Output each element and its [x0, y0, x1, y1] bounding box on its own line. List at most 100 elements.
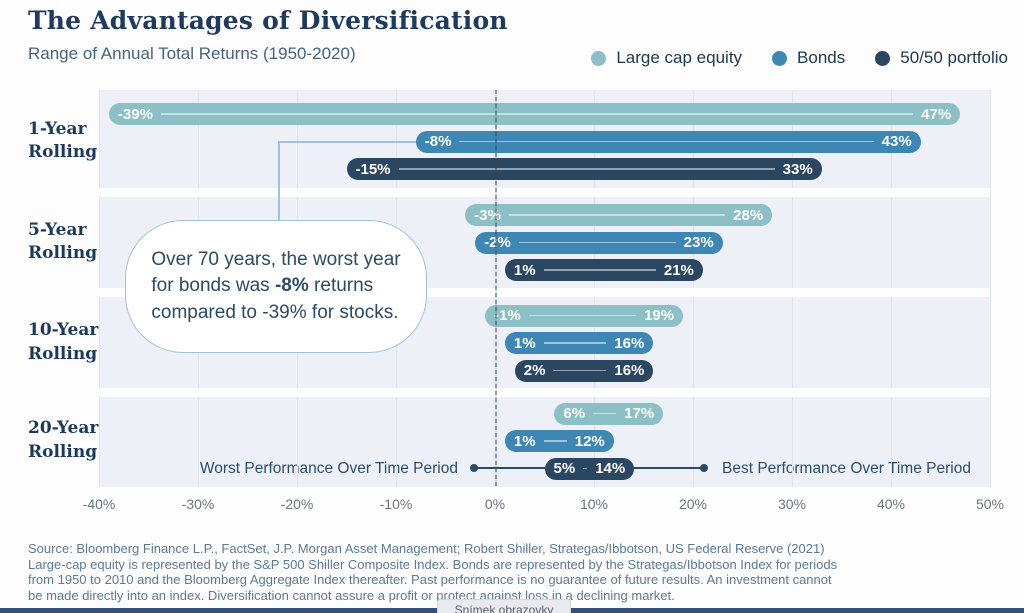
x-tick-label: 40% [876, 496, 906, 512]
range-bar-bonds: 1% 12% [504, 430, 614, 452]
bar-center-line [583, 467, 588, 470]
bar-max-label: 14% [595, 460, 626, 477]
bar-min-label: 1% [513, 432, 536, 450]
worst-performance-label: Worst Performance Over Time Period [199, 460, 458, 477]
x-tick-label: -30% [181, 496, 215, 512]
category-label: 20-Year Rolling [28, 418, 99, 462]
screenshot-button[interactable]: Snímek obrazovky [437, 599, 571, 613]
x-tick-label: 0% [484, 496, 506, 512]
x-tick-label: -20% [280, 496, 314, 512]
bar-max-label: 16% [614, 362, 645, 379]
bar-center-line [543, 440, 567, 442]
source-note: Source: Bloomberg Finance L.P., FactSet,… [28, 541, 837, 603]
bar-max-label: 47% [921, 105, 952, 123]
range-bar-large-cap-equity: -1% 19% [485, 304, 684, 327]
gridline [990, 90, 991, 487]
bar-max-label: 43% [881, 133, 912, 150]
callout-line-1: Over 70 years, the worst year [151, 249, 401, 271]
bar-center-line [160, 113, 914, 115]
legend-dot [772, 50, 788, 66]
bar-min-label: -8% [424, 133, 452, 150]
best-performance-label: Best Performance Over Time Period [722, 460, 971, 477]
bar-min-label: 6% [563, 405, 586, 422]
bar-min-label: -39% [117, 105, 153, 123]
legend-item-50-50-portfolio: 50/50 portfolio [875, 48, 1008, 68]
bar-max-label: 17% [624, 405, 655, 422]
x-tick-label: -10% [379, 496, 413, 512]
bar-center-line [518, 241, 676, 244]
category-label: 1-Year Rolling [28, 118, 98, 163]
page-subtitle: Range of Annual Total Returns (1950-2020… [28, 44, 356, 63]
zero-gridline [495, 90, 497, 487]
callout-connector-horizontal [278, 141, 416, 143]
range-bar-50-50-portfolio: -15% 33% [346, 158, 822, 180]
x-tick-label: -40% [82, 496, 116, 512]
callout-connector-vertical [278, 141, 280, 221]
bar-max-label: 21% [663, 261, 694, 279]
callout-line-2b: returns [308, 275, 374, 297]
bar-min-label: 1% [513, 334, 536, 352]
bar-max-label: 33% [782, 160, 813, 178]
bar-min-label: 5% [553, 460, 576, 477]
best-annotation-dot [700, 464, 708, 472]
range-bar-bonds: -8% 43% [415, 130, 921, 153]
bar-center-line [508, 214, 726, 216]
bar-center-line [459, 140, 874, 143]
range-bar-bonds: -2% 23% [475, 231, 723, 254]
bar-min-label: -15% [355, 160, 391, 178]
bar-max-label: 28% [733, 206, 764, 224]
x-axis: -40% -30% -20% -10% 0% 10% 20% 30% 40% 50% [83, 496, 1004, 516]
bar-center-line [528, 314, 637, 317]
best-annotation-line [633, 467, 707, 469]
bar-max-label: 12% [574, 432, 605, 450]
bar-center-line [553, 369, 607, 372]
range-bar-bonds: 1% 16% [504, 332, 654, 354]
bar-max-label: 16% [614, 334, 645, 352]
page-title: The Advantages of Diversification [28, 6, 508, 35]
legend-label: 50/50 portfolio [900, 48, 1008, 67]
x-tick-label: 20% [678, 496, 707, 512]
x-tick-label: 50% [975, 496, 1005, 512]
legend-label: Large cap equity [616, 48, 743, 67]
bar-min-label: -3% [474, 206, 501, 224]
x-tick-label: 10% [579, 496, 609, 512]
bar-max-label: 19% [644, 307, 675, 324]
bar-center-line [593, 412, 617, 415]
bar-min-label: 2% [523, 362, 546, 379]
bar-min-label: -1% [494, 307, 521, 324]
bar-center-line [543, 342, 607, 344]
range-bar-large-cap-equity: -39% 47% [108, 103, 961, 125]
category-label: 5-Year Rolling [28, 219, 98, 264]
callout-text: Over 70 years, the worst year for bonds … [151, 247, 400, 326]
range-bar-50-50-portfolio: 1% 21% [504, 259, 703, 281]
source-line-1: Source: Bloomberg Finance L.P., FactSet,… [28, 541, 825, 556]
legend-dot [591, 50, 607, 66]
source-line-3: from 1950 to 2010 and the Bloomberg Aggr… [28, 572, 832, 588]
bar-center-line [543, 269, 656, 271]
group-separator [99, 188, 990, 197]
category-label: 10-Year Rolling [28, 320, 99, 364]
range-bar-large-cap-equity: -3% 28% [465, 204, 773, 226]
source-line-2: Large-cap equity is represented by the S… [28, 556, 838, 572]
legend: Large cap equity Bonds 50/50 portfolio [591, 46, 1008, 70]
legend-dot [875, 50, 891, 66]
range-bar-large-cap-equity: 6% 17% [554, 402, 664, 425]
worst-annotation-dot [470, 464, 478, 472]
worst-annotation-line [474, 467, 545, 469]
legend-item-bonds: Bonds [772, 48, 845, 68]
bar-min-label: -2% [484, 234, 511, 251]
callout-bold-value: -8% [274, 275, 309, 297]
bar-max-label: 23% [683, 234, 714, 251]
legend-label: Bonds [797, 48, 846, 67]
callout-line-3: compared to -39% for stocks. [151, 301, 399, 323]
bar-min-label: 1% [513, 261, 536, 279]
group-separator [99, 288, 990, 297]
legend-item-large-cap-equity: Large cap equity [591, 48, 742, 68]
callout-line-2: for bonds was [151, 275, 275, 297]
callout-box: Over 70 years, the worst year for bonds … [125, 220, 427, 353]
chart-plot-area: -39% 47% -3% 28% -1% 19% 6% 17% -8% 43% -2% 23% 1% 16… [99, 90, 991, 487]
range-bar-50-50-portfolio: 2% 16% [514, 359, 654, 382]
bar-center-line [398, 168, 775, 170]
group-separator [99, 388, 990, 397]
